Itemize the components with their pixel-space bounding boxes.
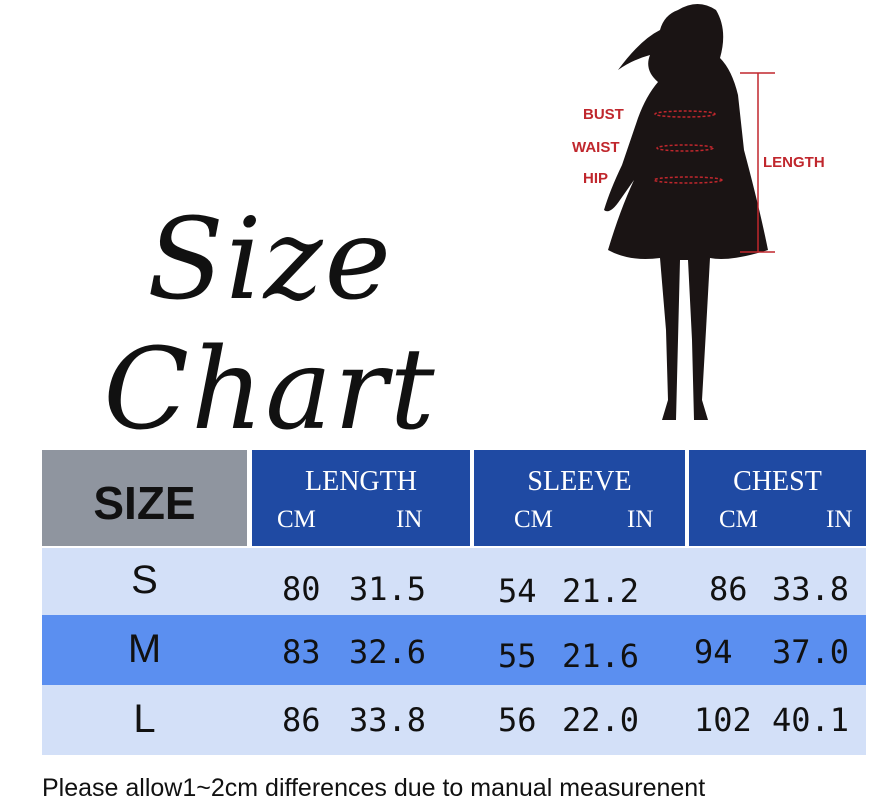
- length-label: LENGTH: [763, 154, 825, 171]
- length-cm: 80: [282, 570, 321, 608]
- bust-label: BUST: [583, 106, 624, 123]
- sleeve-label: SLEEVE: [527, 466, 632, 497]
- length-label: LENGTH: [305, 466, 417, 497]
- chest-label: CHEST: [733, 466, 822, 497]
- silhouette: [604, 4, 768, 420]
- chest-cm: 94: [694, 633, 733, 671]
- chest-cm: 102: [694, 701, 752, 739]
- chest-header: CHEST CM IN: [689, 450, 866, 546]
- size-chart-title: Size Chart: [103, 195, 437, 455]
- length-in: 33.8: [349, 701, 427, 739]
- sleeve-cm: 56: [498, 701, 537, 739]
- hip-label: HIP: [583, 170, 609, 187]
- chest-cm: 86: [709, 570, 748, 608]
- length-arrow: [740, 72, 775, 253]
- length-cm: 83: [282, 633, 321, 671]
- length-cm: 86: [282, 701, 321, 739]
- size-value: S: [131, 558, 158, 602]
- table-row-s: S 80 31.5 54 21.2 86 33.8: [42, 548, 866, 615]
- body-silhouette-figure: [604, 4, 775, 420]
- bust-line: [654, 110, 716, 118]
- measurement-note: Please allow1~2cm differences due to man…: [42, 774, 706, 802]
- size-value: M: [127, 627, 162, 671]
- waist-label: WAIST: [572, 139, 620, 156]
- in-unit: IN: [627, 506, 654, 533]
- cm-unit: CM: [514, 506, 553, 533]
- cm-unit: CM: [277, 506, 316, 533]
- size-header-cell: SIZE: [42, 450, 247, 546]
- sleeve-cm: 54: [498, 572, 537, 610]
- table-row-l: L 86 33.8 56 22.0 102 40.1: [42, 685, 866, 755]
- chest-in: 40.1: [772, 701, 850, 739]
- sleeve-cm: 55: [498, 637, 537, 675]
- cm-unit: CM: [719, 506, 758, 533]
- hip-line: [653, 176, 723, 184]
- sleeve-in: 21.6: [562, 637, 640, 675]
- waist-line: [656, 144, 714, 152]
- size-value: L: [133, 697, 156, 741]
- size-header: SIZE: [93, 477, 196, 529]
- chest-in: 33.8: [772, 570, 850, 608]
- chest-in: 37.0: [772, 633, 850, 671]
- length-header: LENGTH CM IN: [252, 450, 470, 546]
- length-in: 31.5: [349, 570, 427, 608]
- length-in: 32.6: [349, 633, 427, 671]
- in-unit: IN: [396, 506, 423, 533]
- table-row-m: M 83 32.6 55 21.6 94 37.0: [42, 615, 866, 685]
- in-unit: IN: [826, 506, 853, 533]
- sleeve-in: 22.0: [562, 701, 640, 739]
- sleeve-header: SLEEVE CM IN: [474, 450, 685, 546]
- sleeve-in: 21.2: [562, 572, 640, 610]
